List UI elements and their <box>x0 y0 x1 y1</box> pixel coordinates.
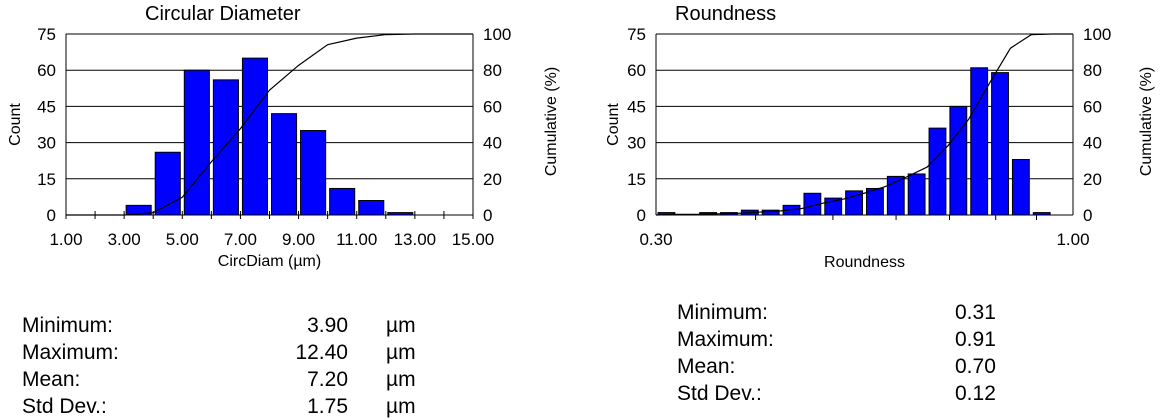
histogram-bar <box>761 209 780 216</box>
stat-unit: µm <box>386 368 416 391</box>
x-tick-label: 15.00 <box>452 230 495 249</box>
x-tick-label: 3.00 <box>108 230 141 249</box>
stat-label: Std Dev.: <box>22 395 107 418</box>
stat-value: 12.40 <box>295 341 348 364</box>
stat-row: Minimum: 0.31 <box>677 299 1077 326</box>
stat-value: 0.91 <box>955 328 996 351</box>
x-tick-label: 1.00 <box>1056 230 1089 249</box>
y-tick-label: 60 <box>37 61 56 80</box>
x-axis-label: CircDiam (µm) <box>218 253 321 270</box>
y-tick-label: 15 <box>37 170 56 189</box>
histogram-bar <box>928 127 947 216</box>
histogram-bar <box>271 113 298 216</box>
y-tick-label: 45 <box>37 97 56 116</box>
x-tick-label: 0.30 <box>639 230 672 249</box>
y2-axis-label: Cumulative (%) <box>1138 67 1155 176</box>
x-tick-label: 13.00 <box>394 230 437 249</box>
stat-row: Std Dev.: 0.12 <box>677 380 1077 407</box>
x-tick-label: 9.00 <box>282 230 315 249</box>
y-tick-label: 30 <box>37 134 56 153</box>
chart-title: Roundness <box>675 3 776 25</box>
histogram-bar <box>907 173 926 216</box>
stat-unit: µm <box>386 314 416 337</box>
y2-tick-label: 40 <box>483 134 502 153</box>
stat-value: 3.90 <box>307 314 348 337</box>
y-tick-label: 30 <box>627 134 646 153</box>
stat-row: Maximum: 12.40 µm <box>22 339 442 366</box>
histogram-bar <box>949 105 968 216</box>
stat-value: 1.75 <box>307 395 348 418</box>
y-axis-label: Count <box>7 103 24 146</box>
histogram-bar <box>183 69 210 216</box>
y2-axis-label: Cumulative (%) <box>543 67 560 176</box>
y-tick-label: 0 <box>47 206 56 225</box>
x-tick-label: 7.00 <box>224 230 257 249</box>
histogram-bar <box>866 187 884 216</box>
y2-tick-label: 60 <box>1083 97 1102 116</box>
stat-label: Minimum: <box>22 314 114 337</box>
histogram-bar <box>1011 158 1030 216</box>
histogram-bar <box>329 187 356 216</box>
stat-label: Maximum: <box>22 341 119 364</box>
stat-row: Std Dev.: 1.75 µm <box>22 393 442 420</box>
histogram-bar <box>125 204 152 216</box>
stat-row: Minimum: 3.90 µm <box>22 312 442 339</box>
stat-value: 0.12 <box>955 382 996 405</box>
histogram-bar <box>991 72 1009 216</box>
stat-row: Mean: 0.70 <box>677 353 1077 380</box>
stats-roundness: Minimum: 0.31 Maximum: 0.91 Mean: 0.70 Std … <box>677 299 1077 407</box>
y-tick-label: 60 <box>627 61 646 80</box>
stats-circular-diameter: Minimum: 3.90 µm Maximum: 12.40 µm Mean: 7.20… <box>22 312 442 420</box>
histogram-bar <box>241 57 269 216</box>
cumulative-line <box>655 33 1073 216</box>
stat-value: 7.20 <box>307 368 348 391</box>
stat-value: 0.31 <box>955 301 996 324</box>
x-tick-label: 1.00 <box>49 230 82 249</box>
histogram-bar <box>387 212 414 216</box>
y2-tick-label: 0 <box>1083 206 1092 225</box>
y2-tick-label: 40 <box>1083 134 1102 153</box>
stat-row: Mean: 7.20 µm <box>22 366 442 393</box>
histogram-bar <box>300 130 327 216</box>
histogram-bar <box>358 200 385 216</box>
y2-tick-label: 80 <box>483 61 502 80</box>
y-tick-label: 75 <box>37 25 56 44</box>
y2-tick-label: 20 <box>483 170 502 189</box>
stat-row: Maximum: 0.91 <box>677 326 1077 353</box>
stat-unit: µm <box>386 341 416 364</box>
stat-label: Maximum: <box>677 328 774 351</box>
x-tick-label: 5.00 <box>166 230 199 249</box>
stat-label: Std Dev.: <box>677 382 762 405</box>
x-axis-label: Roundness <box>824 254 905 271</box>
x-tick-label: 11.00 <box>336 230 377 249</box>
stat-label: Mean: <box>22 368 81 391</box>
cumulative-line <box>66 33 473 216</box>
stat-unit: µm <box>386 395 416 418</box>
histogram-bar <box>970 67 989 216</box>
y2-tick-label: 0 <box>483 206 492 225</box>
stat-label: Minimum: <box>677 301 769 324</box>
y2-tick-label: 100 <box>1083 25 1111 44</box>
y2-tick-label: 20 <box>1083 170 1102 189</box>
histogram-figure: Circular Diameter 0 15 30 45 60 75 0 20 40 60 80 100… <box>7 3 1155 271</box>
y-tick-label: 0 <box>637 206 646 225</box>
y2-tick-label: 100 <box>483 25 511 44</box>
histogram-bar <box>1032 212 1051 216</box>
y-tick-label: 45 <box>627 97 646 116</box>
y-tick-label: 75 <box>627 25 646 44</box>
stat-value: 0.70 <box>955 355 996 378</box>
y-axis-label: Count <box>605 103 622 146</box>
histogram-bar <box>212 79 239 216</box>
y2-tick-label: 60 <box>483 97 502 116</box>
y-tick-label: 15 <box>627 170 646 189</box>
y2-tick-label: 80 <box>1083 61 1102 80</box>
stat-label: Mean: <box>677 355 736 378</box>
chart-title: Circular Diameter <box>145 3 301 25</box>
